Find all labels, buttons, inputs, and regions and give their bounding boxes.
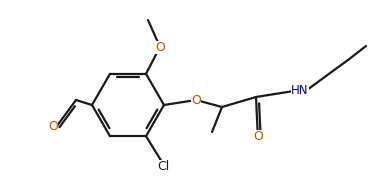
Text: O: O: [48, 120, 58, 132]
Text: O: O: [155, 41, 165, 53]
Text: HN: HN: [291, 83, 309, 97]
Text: Cl: Cl: [157, 159, 169, 172]
Text: O: O: [253, 130, 263, 142]
Text: O: O: [191, 93, 201, 107]
